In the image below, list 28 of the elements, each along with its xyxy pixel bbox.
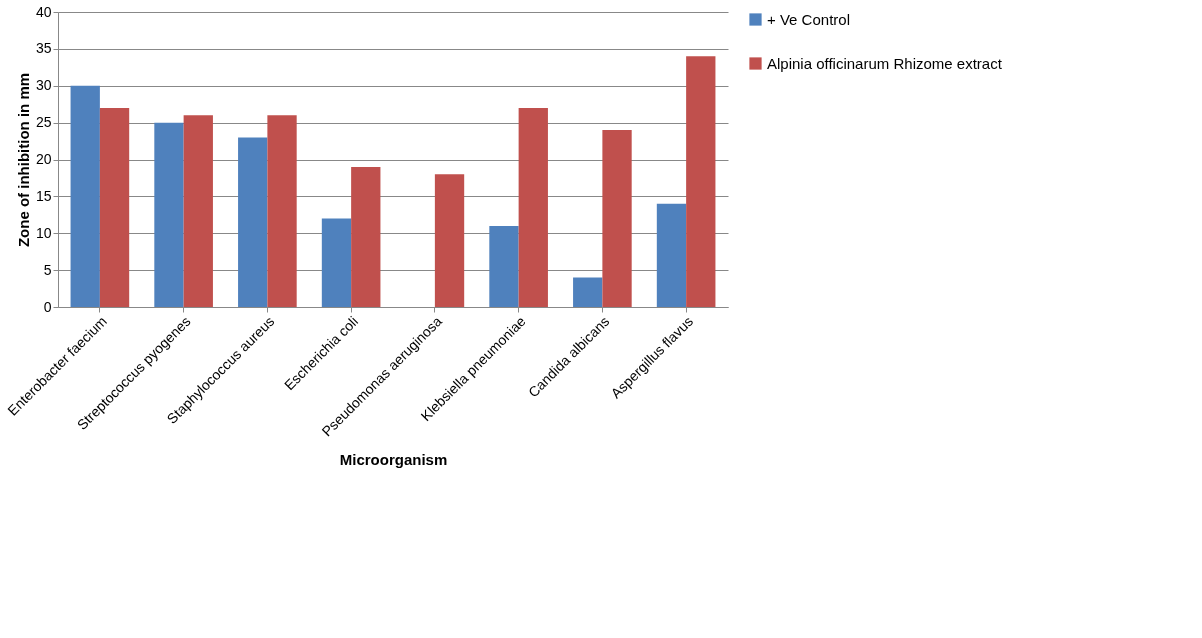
bar (70, 85, 100, 307)
bar (321, 218, 352, 307)
bar (573, 277, 603, 307)
y-tick-label: 5 (43, 261, 52, 278)
bar (434, 174, 465, 307)
y-tick-label: 30 (35, 77, 52, 94)
y-tick-label: 40 (35, 3, 52, 20)
y-tick-label: 25 (35, 114, 52, 131)
legend-label: + Ve Control (767, 10, 850, 28)
bar (686, 56, 716, 307)
bar (489, 225, 519, 307)
bar (518, 107, 548, 307)
bar (602, 130, 632, 307)
legend-label: Alpinia officinarum Rhizome extract (767, 54, 1003, 72)
y-tick-label: 0 (43, 298, 52, 315)
bar (351, 166, 381, 307)
bar (154, 122, 184, 307)
bar (183, 115, 213, 307)
bar (238, 137, 268, 307)
bar (267, 115, 297, 307)
y-axis-title: Zone of inhibition in mm (14, 72, 32, 248)
x-axis-title: Microorganism (339, 451, 448, 469)
bar (99, 107, 130, 307)
y-tick-label: 15 (35, 187, 52, 204)
y-tick-label: 10 (35, 224, 52, 241)
y-tick-label: 20 (35, 151, 52, 167)
y-tick-label: 35 (35, 40, 52, 57)
bar (656, 203, 687, 307)
